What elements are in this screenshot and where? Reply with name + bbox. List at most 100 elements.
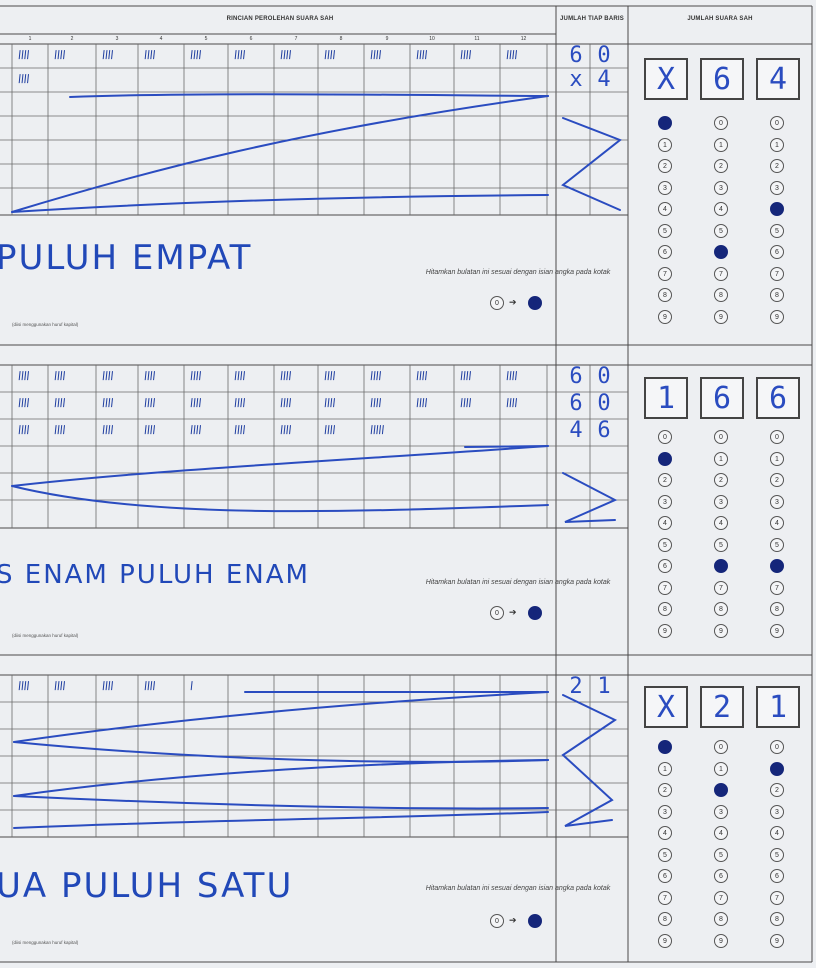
bubble[interactable]: 9 xyxy=(770,933,784,948)
bubble[interactable]: 3 xyxy=(658,804,672,819)
bubble[interactable]: 8 xyxy=(714,912,728,926)
bubble[interactable]: 8 xyxy=(714,288,728,302)
bubble[interactable]: 7 xyxy=(770,266,784,281)
filled-bubble[interactable]: 0 xyxy=(658,116,672,130)
bubble[interactable]: 1 xyxy=(658,761,672,776)
bubble[interactable]: 0 xyxy=(714,116,728,130)
bubble[interactable]: 5 xyxy=(658,537,672,552)
bubble[interactable]: 7 xyxy=(658,266,672,281)
bubble[interactable]: 9 xyxy=(658,309,672,324)
filled-bubble[interactable]: 1 xyxy=(770,761,784,776)
filled-bubble[interactable]: 1 xyxy=(658,451,672,466)
bubble[interactable]: 0 xyxy=(714,740,728,754)
bubble[interactable]: 8 xyxy=(714,602,728,616)
bubble[interactable]: 6 xyxy=(658,245,672,259)
bubble[interactable]: 8 xyxy=(658,912,672,926)
filled-bubble[interactable]: 6 xyxy=(770,559,784,573)
bubble[interactable]: 3 xyxy=(658,494,672,509)
bubble[interactable]: 6 xyxy=(658,559,672,573)
bubble[interactable]: 7 xyxy=(770,890,784,905)
bubble[interactable]: 5 xyxy=(770,223,784,238)
bubble[interactable]: 9 xyxy=(658,623,672,638)
bubble[interactable]: 4 xyxy=(770,826,784,840)
bubble[interactable]: 2 xyxy=(658,159,672,173)
bubble[interactable]: 6 xyxy=(658,869,672,883)
arrow-icon: ➔ xyxy=(509,607,517,617)
bubble[interactable]: 5 xyxy=(714,537,728,552)
bubble[interactable]: 7 xyxy=(658,890,672,905)
bubble[interactable]: 1 xyxy=(714,451,728,466)
filled-bubble[interactable]: 6 xyxy=(714,245,728,259)
column-number: 1 xyxy=(28,36,32,42)
bubble[interactable]: 9 xyxy=(714,309,728,324)
bubble[interactable]: 4 xyxy=(658,826,672,840)
bubble[interactable]: 0 xyxy=(770,430,784,444)
bubble[interactable]: 2 xyxy=(658,473,672,487)
bubble[interactable]: 8 xyxy=(770,288,784,302)
column-number: 10 xyxy=(429,36,435,42)
bubble[interactable]: 3 xyxy=(770,494,784,509)
bubble[interactable]: 4 xyxy=(658,516,672,530)
bubble[interactable]: 8 xyxy=(770,602,784,616)
bubble[interactable]: 5 xyxy=(714,847,728,862)
filled-bubble[interactable]: 6 xyxy=(714,559,728,573)
bubble[interactable]: 1 xyxy=(714,761,728,776)
bubble[interactable]: 2 xyxy=(770,783,784,797)
bubble[interactable]: 9 xyxy=(770,309,784,324)
bubble[interactable]: 6 xyxy=(714,869,728,883)
bubble[interactable]: 9 xyxy=(714,933,728,948)
bubble[interactable]: 3 xyxy=(714,180,728,195)
bubble[interactable]: 4 xyxy=(714,826,728,840)
bubble[interactable]: 8 xyxy=(658,602,672,616)
total-in-words: UA PULUH SATU xyxy=(0,866,294,906)
bubble[interactable]: 4 xyxy=(714,516,728,530)
bubble[interactable]: 9 xyxy=(714,623,728,638)
bubble[interactable]: 7 xyxy=(714,580,728,595)
bubble[interactable]: 0 xyxy=(658,430,672,444)
bubble[interactable]: 7 xyxy=(714,890,728,905)
bubble[interactable]: 5 xyxy=(770,537,784,552)
bubble[interactable]: 8 xyxy=(658,288,672,302)
bubble[interactable]: 2 xyxy=(714,473,728,487)
total-box: 1 xyxy=(756,686,800,728)
filled-bubble[interactable]: 0 xyxy=(658,740,672,754)
bubble[interactable]: 5 xyxy=(658,223,672,238)
bubble[interactable]: 7 xyxy=(770,580,784,595)
tally-mark: |||| xyxy=(17,398,30,408)
tally-mark: |||| xyxy=(53,681,66,691)
bubble[interactable]: 3 xyxy=(770,180,784,195)
bubble[interactable]: 6 xyxy=(770,869,784,883)
bubble[interactable]: 0 xyxy=(714,430,728,444)
bubble[interactable]: 0 xyxy=(770,740,784,754)
bubble[interactable]: 3 xyxy=(770,804,784,819)
row-total-digit: 6 xyxy=(569,43,583,68)
bubble[interactable]: 0 xyxy=(770,116,784,130)
instruction-hitamkan: Hitamkan bulatan ini sesuai dengan isian… xyxy=(425,269,611,276)
bubble[interactable]: 7 xyxy=(714,266,728,281)
bubble[interactable]: 8 xyxy=(770,912,784,926)
bubble[interactable]: 4 xyxy=(770,516,784,530)
filled-bubble[interactable]: 4 xyxy=(770,202,784,216)
bubble[interactable]: 2 xyxy=(770,473,784,487)
bubble[interactable]: 2 xyxy=(658,783,672,797)
bubble[interactable]: 3 xyxy=(658,180,672,195)
bubble[interactable]: 5 xyxy=(658,847,672,862)
bubble[interactable]: 1 xyxy=(714,137,728,152)
bubble[interactable]: 9 xyxy=(658,933,672,948)
bubble[interactable]: 7 xyxy=(658,580,672,595)
bubble[interactable]: 5 xyxy=(714,223,728,238)
bubble[interactable]: 2 xyxy=(770,159,784,173)
bubble[interactable]: 1 xyxy=(770,451,784,466)
bubble[interactable]: 2 xyxy=(714,159,728,173)
bubble[interactable]: 4 xyxy=(714,202,728,216)
bubble[interactable]: 6 xyxy=(770,245,784,259)
filled-bubble[interactable]: 2 xyxy=(714,783,728,797)
bubble[interactable]: 1 xyxy=(770,137,784,152)
bubble[interactable]: 4 xyxy=(658,202,672,216)
bubble[interactable]: 9 xyxy=(770,623,784,638)
bubble[interactable]: 1 xyxy=(658,137,672,152)
bubble[interactable]: 3 xyxy=(714,494,728,509)
column-number: 2 xyxy=(70,36,74,42)
bubble[interactable]: 3 xyxy=(714,804,728,819)
bubble[interactable]: 5 xyxy=(770,847,784,862)
